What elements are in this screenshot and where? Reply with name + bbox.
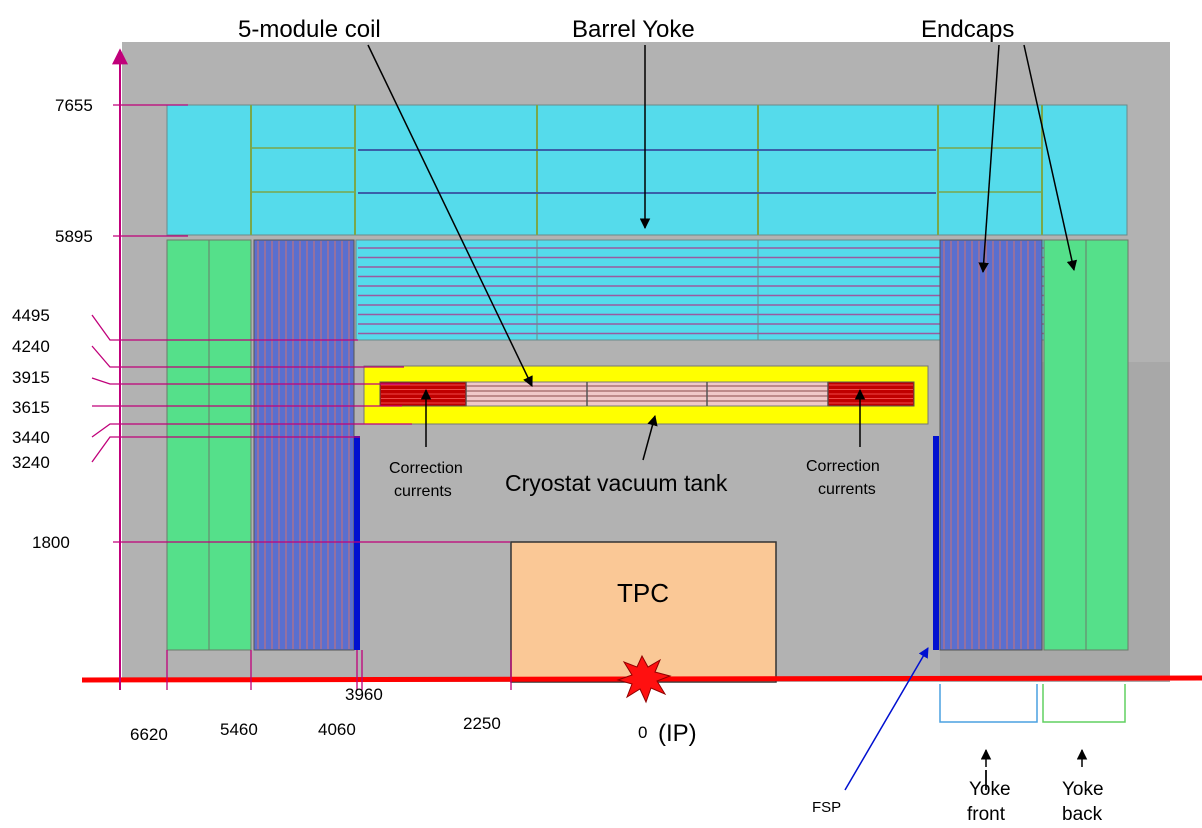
axial-tick-5460: 5460 (220, 720, 258, 739)
yoke-front-label-1: Yoke (969, 779, 1011, 800)
fsp-arrow (844, 647, 929, 791)
yoke-back-label-1: Yoke (1062, 779, 1104, 800)
yoke-back-label-2: back (1062, 804, 1103, 825)
yoke-front-label-2: front (967, 804, 1006, 825)
correction-right-label-2: currents (818, 481, 876, 498)
radial-tick-label: 7655 (55, 96, 93, 115)
cryostat-label: Cryostat vacuum tank (505, 470, 728, 496)
radial-tick-label: 1800 (32, 533, 70, 552)
correction-coil-left (379, 381, 467, 407)
axial-tick-3960: 3960 (345, 685, 383, 704)
right-endcap-back (1043, 239, 1129, 651)
axial-tick-6620: 6620 (130, 725, 168, 744)
interaction-point-star (616, 654, 672, 704)
radial-tick-label: 3240 (12, 453, 50, 472)
barrel-yoke-title-label: Barrel Yoke (572, 16, 695, 43)
radial-tick-label: 3440 (12, 428, 50, 447)
fsp-label: FSP (812, 799, 841, 816)
fsp-left-bar (354, 436, 360, 650)
ip-label: (IP) (658, 720, 697, 747)
axial-dimension-ticks (166, 650, 512, 690)
left-endcap-front (253, 239, 355, 651)
correction-coil-right (827, 381, 915, 407)
coil-title-label: 5-module coil (238, 16, 381, 43)
correction-label-clip-left (380, 498, 490, 506)
radial-tick-labels: 7655 5895 4495 4240 3915 3615 3440 3240 1800 (12, 96, 93, 552)
yoke-front-bracket (939, 684, 1038, 723)
correction-label-clip-right (800, 496, 910, 504)
correction-left-label-2: currents (394, 483, 452, 500)
axial-tick-4060: 4060 (318, 720, 356, 739)
tpc-label: TPC (617, 578, 669, 608)
pointer-arrows (367, 44, 1088, 790)
endcaps-title-label: Endcaps (921, 16, 1014, 43)
left-endcap-back (166, 239, 252, 651)
axial-tick-0: 0 (638, 723, 647, 742)
correction-left-label-1: Correction (389, 460, 463, 477)
radial-dimension-lines (91, 104, 510, 543)
fsp-right-bar (933, 436, 939, 650)
barrel-yoke (166, 104, 1128, 236)
radial-tick-label: 4240 (12, 337, 50, 356)
radial-tick-label: 3915 (12, 368, 50, 387)
radial-tick-label: 5895 (55, 227, 93, 246)
yoke-back-bracket (1042, 684, 1126, 723)
correction-right-label-1: Correction (806, 458, 880, 475)
radial-tick-label: 4495 (12, 306, 50, 325)
axial-tick-2250: 2250 (463, 714, 501, 733)
radial-tick-label: 3615 (12, 398, 50, 417)
right-endcap-front (939, 239, 1043, 651)
